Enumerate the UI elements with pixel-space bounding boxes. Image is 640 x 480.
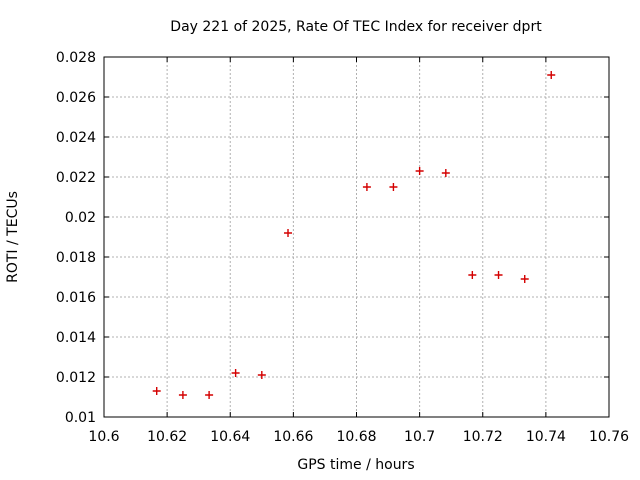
x-tick-label: 10.74 — [526, 429, 566, 445]
x-tick-label: 10.76 — [589, 429, 629, 445]
data-point-marker — [520, 275, 529, 283]
data-point-marker — [389, 183, 398, 191]
data-point-marker — [415, 167, 424, 175]
data-point-marker — [494, 271, 503, 279]
y-tick-label: 0.01 — [65, 410, 96, 426]
data-point-marker — [257, 371, 266, 379]
data-point-marker — [152, 387, 161, 395]
data-point-marker — [284, 229, 293, 237]
chart-title: Day 221 of 2025, Rate Of TEC Index for r… — [170, 19, 542, 35]
x-tick-label: 10.62 — [147, 429, 187, 445]
y-tick-label: 0.012 — [56, 370, 96, 386]
y-tick-label: 0.026 — [56, 90, 96, 106]
data-point-marker — [231, 369, 240, 377]
data-point-marker — [178, 391, 187, 399]
x-tick-labels: 10.6 10.62 10.64 10.66 10.68 10.7 10.72 10.74 10… — [88, 429, 629, 445]
x-tick-label: 10.64 — [210, 429, 250, 445]
data-point-marker — [468, 271, 477, 279]
data-point-marker — [205, 391, 214, 399]
y-tick-label: 0.014 — [56, 330, 96, 346]
y-tick-label: 0.016 — [56, 290, 96, 306]
x-tick-label: 10.7 — [404, 429, 435, 445]
x-tick-label: 10.72 — [463, 429, 503, 445]
data-points — [152, 71, 556, 399]
x-tick-label: 10.6 — [88, 429, 119, 445]
data-point-marker — [547, 71, 556, 79]
tick-marks — [103, 56, 610, 418]
y-tick-label: 0.02 — [65, 210, 96, 226]
y-axis-label: ROTI / TECUs — [5, 191, 21, 283]
y-tick-label: 0.018 — [56, 250, 96, 266]
data-point-marker — [362, 183, 371, 191]
x-tick-label: 10.68 — [336, 429, 376, 445]
gridlines — [104, 57, 609, 417]
y-tick-label: 0.024 — [56, 130, 96, 146]
x-axis-label: GPS time / hours — [297, 457, 414, 473]
y-tick-labels: 0.01 0.012 0.014 0.016 0.018 0.02 0.022 0.024 0.… — [56, 50, 96, 426]
data-point-marker — [441, 169, 450, 177]
x-tick-label: 10.66 — [273, 429, 313, 445]
y-tick-label: 0.028 — [56, 50, 96, 66]
y-tick-label: 0.022 — [56, 170, 96, 186]
